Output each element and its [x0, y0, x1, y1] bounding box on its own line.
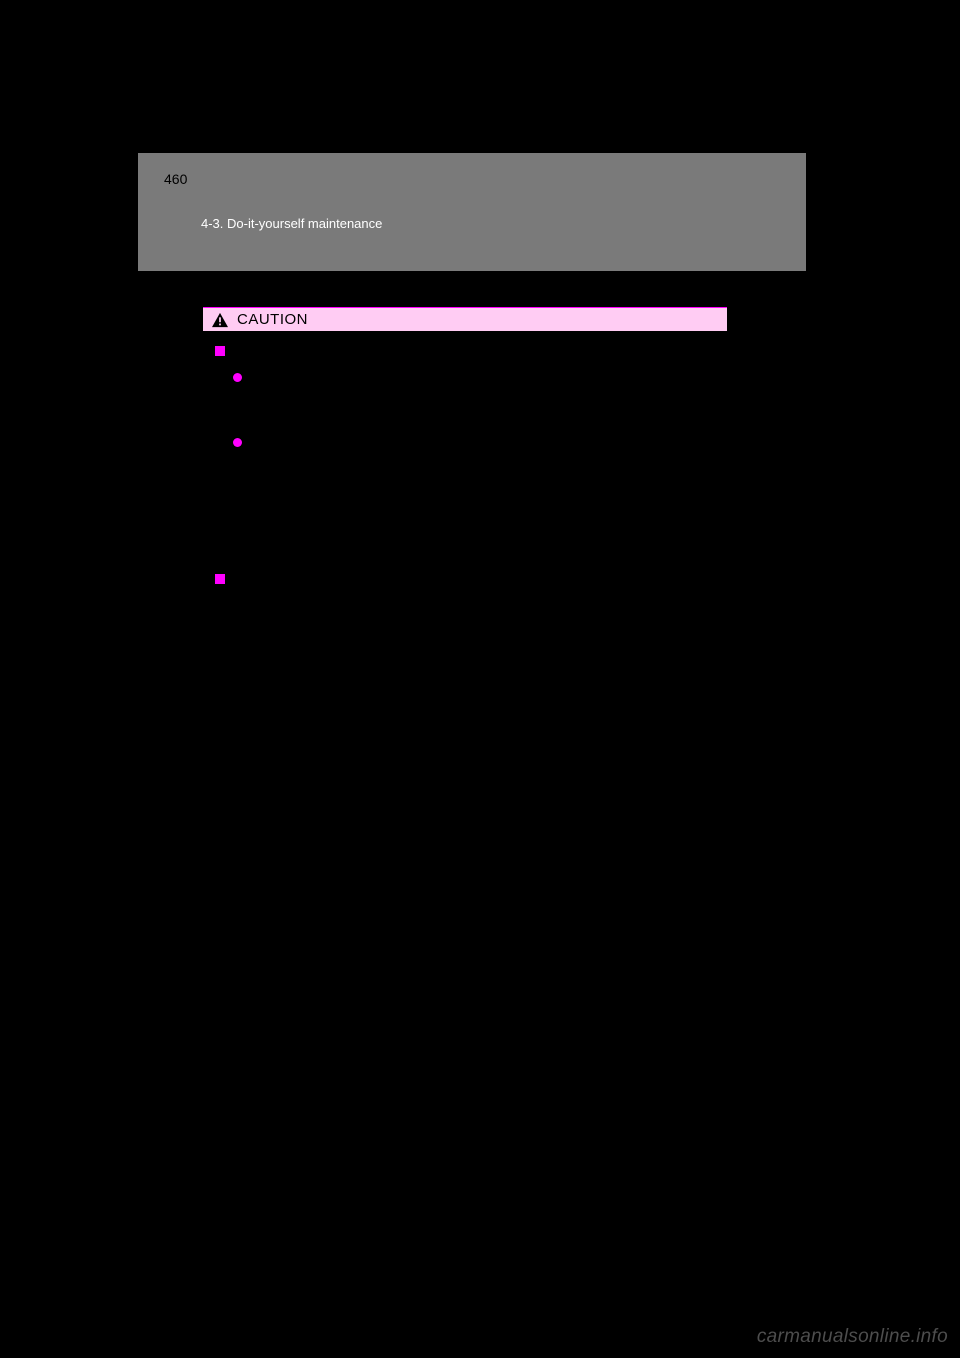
- caution-label: CAUTION: [237, 311, 308, 328]
- round-bullet-icon: [233, 438, 242, 447]
- caution-item: Do not mix tires of different makes, mod…: [215, 369, 713, 428]
- caution-item-text: Do not mix tires of different makes, mod…: [250, 369, 713, 428]
- watermark: carmanualsonline.info: [757, 1326, 948, 1348]
- round-bullet-icon: [233, 373, 242, 382]
- caution-item-text: Do not use tire sizes other than those r…: [250, 434, 713, 553]
- caution-section-title: If the tires have been stored: [233, 571, 403, 591]
- warning-icon: [211, 312, 229, 328]
- header-section-title: 4-3. Do-it-yourself maintenance: [201, 216, 382, 231]
- caution-paragraph: The tires may slip off the wheel or caus…: [215, 595, 713, 674]
- page-number: 460: [164, 171, 187, 187]
- caution-item: Do not use tire sizes other than those r…: [215, 434, 713, 553]
- caution-section-title: When inspecting or replacing tires: [233, 343, 443, 363]
- square-bullet-icon: [215, 574, 225, 584]
- caution-body: When inspecting or replacing tires Do no…: [203, 331, 727, 692]
- square-bullet-icon: [215, 346, 225, 356]
- caution-section: If the tires have been stored: [215, 571, 713, 591]
- header-band: 460 4-3. Do-it-yourself maintenance: [138, 153, 806, 271]
- caution-section: When inspecting or replacing tires: [215, 343, 713, 363]
- caution-header: CAUTION: [203, 308, 727, 331]
- caution-box: CAUTION When inspecting or replacing tir…: [203, 307, 727, 692]
